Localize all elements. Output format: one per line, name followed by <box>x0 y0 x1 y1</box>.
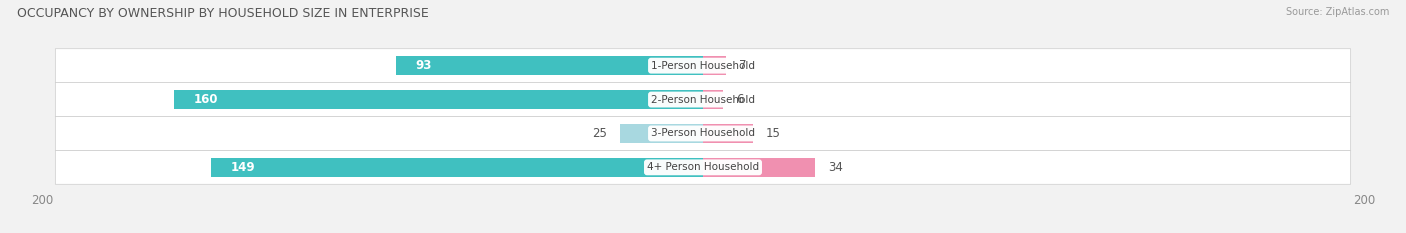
Text: 15: 15 <box>766 127 780 140</box>
Bar <box>703 90 723 109</box>
Text: 160: 160 <box>194 93 219 106</box>
Text: 34: 34 <box>828 161 844 174</box>
Text: 4+ Person Household: 4+ Person Household <box>647 162 759 172</box>
Text: Source: ZipAtlas.com: Source: ZipAtlas.com <box>1285 7 1389 17</box>
Text: 3-Person Household: 3-Person Household <box>651 128 755 138</box>
Bar <box>703 56 725 75</box>
Bar <box>703 158 815 177</box>
FancyBboxPatch shape <box>55 150 1351 184</box>
Text: 149: 149 <box>231 161 254 174</box>
Text: 6: 6 <box>737 93 744 106</box>
Bar <box>703 124 752 143</box>
Bar <box>211 158 703 177</box>
Text: 93: 93 <box>416 59 432 72</box>
Text: 1-Person Household: 1-Person Household <box>651 61 755 71</box>
Text: 25: 25 <box>592 127 607 140</box>
Bar <box>174 90 703 109</box>
FancyBboxPatch shape <box>55 83 1351 116</box>
Bar <box>395 56 703 75</box>
Text: 2-Person Household: 2-Person Household <box>651 95 755 105</box>
Text: 7: 7 <box>740 59 747 72</box>
FancyBboxPatch shape <box>55 49 1351 83</box>
Text: OCCUPANCY BY OWNERSHIP BY HOUSEHOLD SIZE IN ENTERPRISE: OCCUPANCY BY OWNERSHIP BY HOUSEHOLD SIZE… <box>17 7 429 20</box>
Bar <box>620 124 703 143</box>
FancyBboxPatch shape <box>55 116 1351 150</box>
